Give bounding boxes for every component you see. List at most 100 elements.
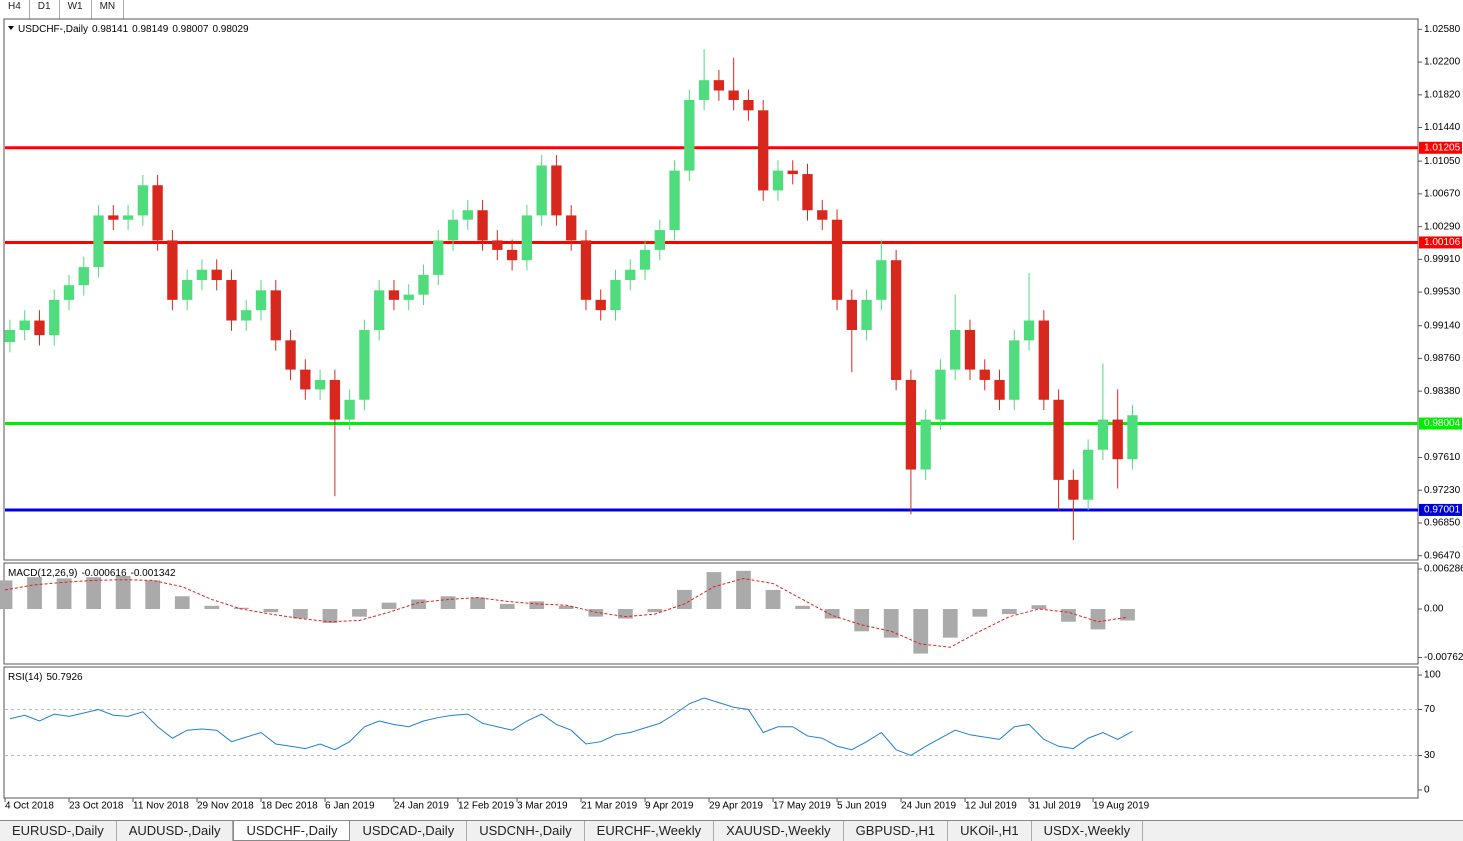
tab[interactable]: EURCHF-,Weekly xyxy=(585,821,715,841)
macd-bar xyxy=(706,572,722,610)
tab[interactable]: H4 xyxy=(0,0,30,19)
macd-bar xyxy=(854,609,870,632)
tab[interactable]: UKOil-,H1 xyxy=(948,821,1032,841)
macd-bar xyxy=(1090,609,1106,630)
candle-body xyxy=(551,165,562,216)
macd-bar xyxy=(972,609,988,617)
reading: -0.001342 xyxy=(131,568,176,579)
timeframe-tabs: H4 D1 W1 MN xyxy=(0,0,125,19)
tab[interactable]: USDCNH-,Daily xyxy=(467,821,585,841)
candle-body xyxy=(772,170,784,191)
macd-bar xyxy=(381,602,397,610)
macd-bar xyxy=(352,609,367,617)
macd-bar xyxy=(647,609,663,613)
candle-body xyxy=(610,280,621,311)
macd-bar xyxy=(913,609,929,654)
macd-bar xyxy=(174,596,190,610)
candle-body xyxy=(226,280,237,321)
chart: 1.02580 1.02200 1.01820 1.01440 1.01050 1.006… xyxy=(0,18,1463,812)
x-tick-label: 18 Dec 2018 xyxy=(261,801,318,812)
x-tick-label: 11 Nov 2018 xyxy=(133,801,189,812)
signal-line xyxy=(4,577,1128,648)
candle-body xyxy=(728,90,739,100)
candle-body xyxy=(787,170,798,175)
level-tag xyxy=(1419,236,1462,249)
candle-body xyxy=(684,99,695,171)
candle-body xyxy=(802,174,813,211)
macd-bar xyxy=(824,609,840,619)
y-tick-label: -0.00762 xyxy=(1424,652,1463,663)
tab[interactable]: W1 xyxy=(60,0,92,19)
macd-bar xyxy=(115,575,131,610)
candle-body xyxy=(536,165,547,216)
y-tick-label: 0 xyxy=(1424,785,1430,796)
y-tick-label: 100 xyxy=(1424,670,1441,681)
y-tick-label: 1.01820 xyxy=(1424,89,1461,100)
dropdown-arrow xyxy=(8,26,14,30)
tab[interactable]: AUDUSD-,Daily xyxy=(117,821,234,841)
level-label: 0.97001 xyxy=(1424,505,1461,516)
y-tick-label: 1.02580 xyxy=(1424,24,1461,35)
tab[interactable]: EURUSD-,Daily xyxy=(0,821,117,841)
candle-body xyxy=(388,290,400,300)
candle-body xyxy=(950,329,961,370)
tab[interactable]: XAUUSD-,Weekly xyxy=(714,821,844,841)
candle-body xyxy=(890,260,902,380)
ohlc-value: 0.98149 xyxy=(132,24,169,35)
y-tick-label: 1.02200 xyxy=(1424,57,1461,68)
macd-bar xyxy=(677,589,692,610)
tab[interactable]: MN xyxy=(92,0,125,19)
candle-body xyxy=(300,369,311,390)
candle-body xyxy=(979,369,990,380)
symbol: USDCHF-,Daily xyxy=(18,24,88,35)
macd-bar xyxy=(1120,609,1135,621)
tab[interactable]: USDCHF-,Daily xyxy=(233,821,351,841)
candle-body xyxy=(876,260,887,300)
macd-bar xyxy=(1031,605,1047,610)
macd-bar xyxy=(440,596,456,610)
price-panel xyxy=(3,18,1419,561)
candle-body xyxy=(78,267,89,286)
candle-body xyxy=(122,215,134,220)
candle-body xyxy=(49,299,60,336)
macd-bar xyxy=(588,609,604,617)
candle-body xyxy=(255,290,267,311)
candle-body xyxy=(506,249,518,261)
y-tick-label: 1.01440 xyxy=(1424,122,1461,133)
candle-body xyxy=(19,320,30,330)
candle-body xyxy=(137,185,149,216)
y-tick-label: 30 xyxy=(1424,750,1436,761)
rsi-line xyxy=(9,697,1133,757)
macd-bar xyxy=(558,605,574,610)
indicator: MACD(12,26,9) xyxy=(8,568,77,579)
tab[interactable]: USDX-,Weekly xyxy=(1032,821,1144,841)
x-tick-label: 24 Jan 2019 xyxy=(394,801,449,812)
candle-body xyxy=(831,219,843,300)
tab[interactable]: USDCAD-,Daily xyxy=(350,821,468,841)
macd-bar xyxy=(795,605,810,610)
y-tick-label: 0.99140 xyxy=(1424,320,1461,331)
candle-body xyxy=(1082,449,1094,500)
x-tick-label: 17 May 2019 xyxy=(773,801,831,812)
panel-title: USDCHF-,Daily 0.98141 0.98149 0.98007 0.9802… xyxy=(18,24,249,35)
candle-body xyxy=(433,240,444,275)
macd-bar xyxy=(736,570,751,610)
candle-body xyxy=(447,219,459,241)
y-tick-label: 0.97610 xyxy=(1424,452,1461,463)
reading: 50.7926 xyxy=(46,672,83,683)
candle-body xyxy=(403,294,414,300)
symbol-tabs: EURUSD-,Daily AUDUSD-,Daily USDCHF-,Daily U… xyxy=(0,820,1463,841)
candle-body xyxy=(462,210,473,220)
macd-panel xyxy=(3,562,1419,665)
macd-bar xyxy=(1061,609,1076,622)
candle-body xyxy=(595,299,606,311)
candle-body xyxy=(920,419,931,470)
tab[interactable]: D1 xyxy=(30,0,60,19)
candle-body xyxy=(935,369,946,420)
candle-body xyxy=(329,379,341,420)
tab[interactable]: GBPUSD-,H1 xyxy=(844,821,949,841)
macd-bar xyxy=(411,599,426,610)
level-tag xyxy=(1419,417,1462,430)
candle-body xyxy=(1097,419,1109,450)
